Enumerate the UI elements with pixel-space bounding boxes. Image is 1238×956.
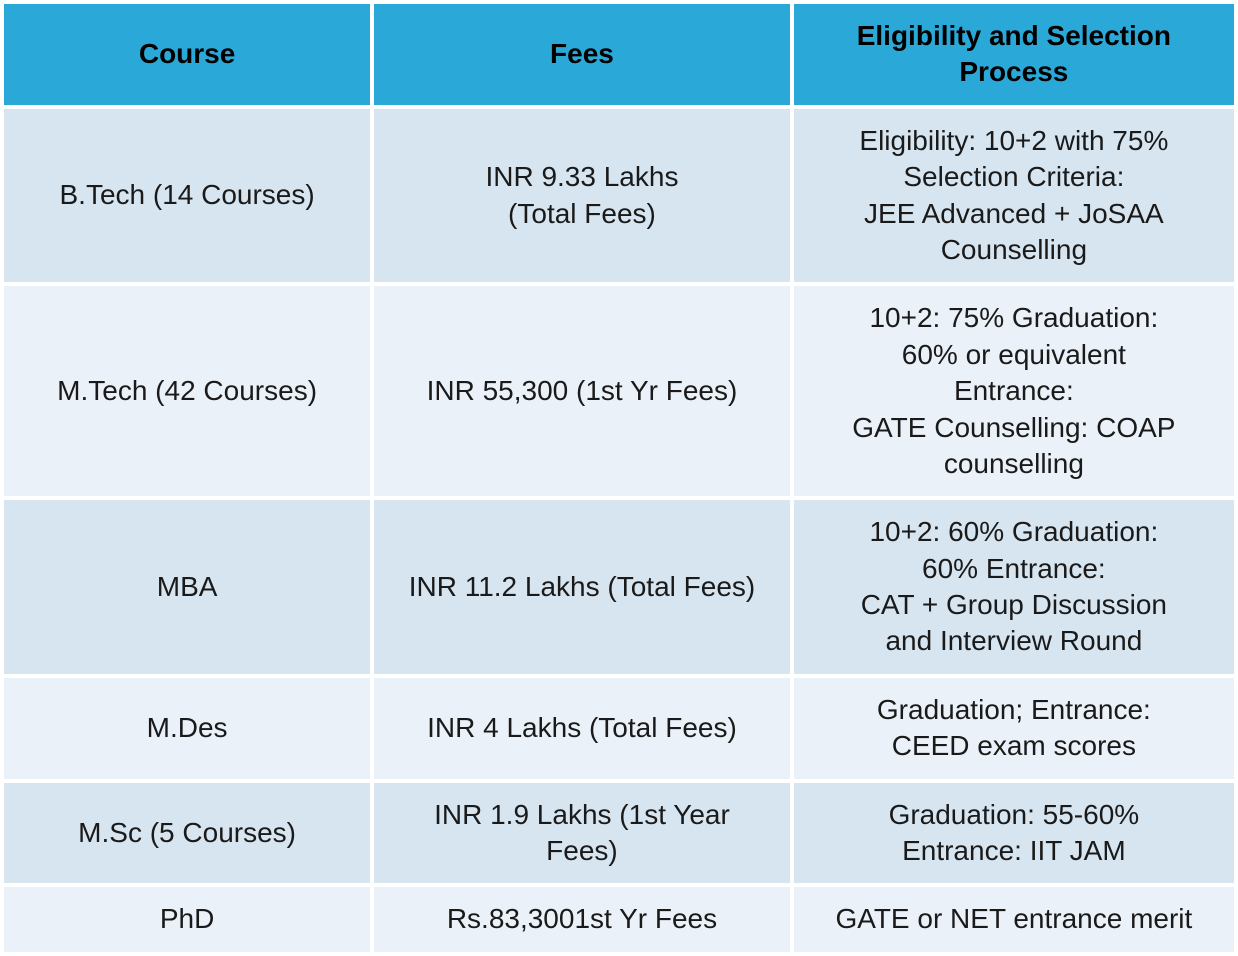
table-row: B.Tech (14 Courses) INR 9.33 Lakhs (Tota… [2,107,1236,285]
cell-eligibility: 10+2: 75% Graduation: 60% or equivalent … [792,284,1236,498]
table-row: PhD Rs.83,3001st Yr Fees GATE or NET ent… [2,885,1236,953]
table-header-row: Course Fees Eligibility and Selection Pr… [2,2,1236,107]
cell-eligibility: Graduation: 55-60% Entrance: IIT JAM [792,781,1236,886]
cell-fees: INR 11.2 Lakhs (Total Fees) [372,498,792,676]
cell-fees: Rs.83,3001st Yr Fees [372,885,792,953]
cell-eligibility: GATE or NET entrance merit [792,885,1236,953]
cell-course: M.Tech (42 Courses) [2,284,372,498]
cell-fees: INR 9.33 Lakhs (Total Fees) [372,107,792,285]
cell-course: M.Sc (5 Courses) [2,781,372,886]
cell-eligibility: 10+2: 60% Graduation: 60% Entrance: CAT … [792,498,1236,676]
cell-fees: INR 4 Lakhs (Total Fees) [372,676,792,781]
cell-fees: INR 55,300 (1st Yr Fees) [372,284,792,498]
cell-course: MBA [2,498,372,676]
course-fees-table: Course Fees Eligibility and Selection Pr… [0,0,1238,956]
cell-course: PhD [2,885,372,953]
cell-course: M.Des [2,676,372,781]
cell-course: B.Tech (14 Courses) [2,107,372,285]
col-header-eligibility: Eligibility and Selection Process [792,2,1236,107]
table-row: M.Des INR 4 Lakhs (Total Fees) Graduatio… [2,676,1236,781]
table-row: M.Tech (42 Courses) INR 55,300 (1st Yr F… [2,284,1236,498]
table-row: MBA INR 11.2 Lakhs (Total Fees) 10+2: 60… [2,498,1236,676]
cell-eligibility: Graduation; Entrance: CEED exam scores [792,676,1236,781]
cell-eligibility: Eligibility: 10+2 with 75% Selection Cri… [792,107,1236,285]
col-header-fees: Fees [372,2,792,107]
cell-fees: INR 1.9 Lakhs (1st Year Fees) [372,781,792,886]
table-row: M.Sc (5 Courses) INR 1.9 Lakhs (1st Year… [2,781,1236,886]
col-header-course: Course [2,2,372,107]
